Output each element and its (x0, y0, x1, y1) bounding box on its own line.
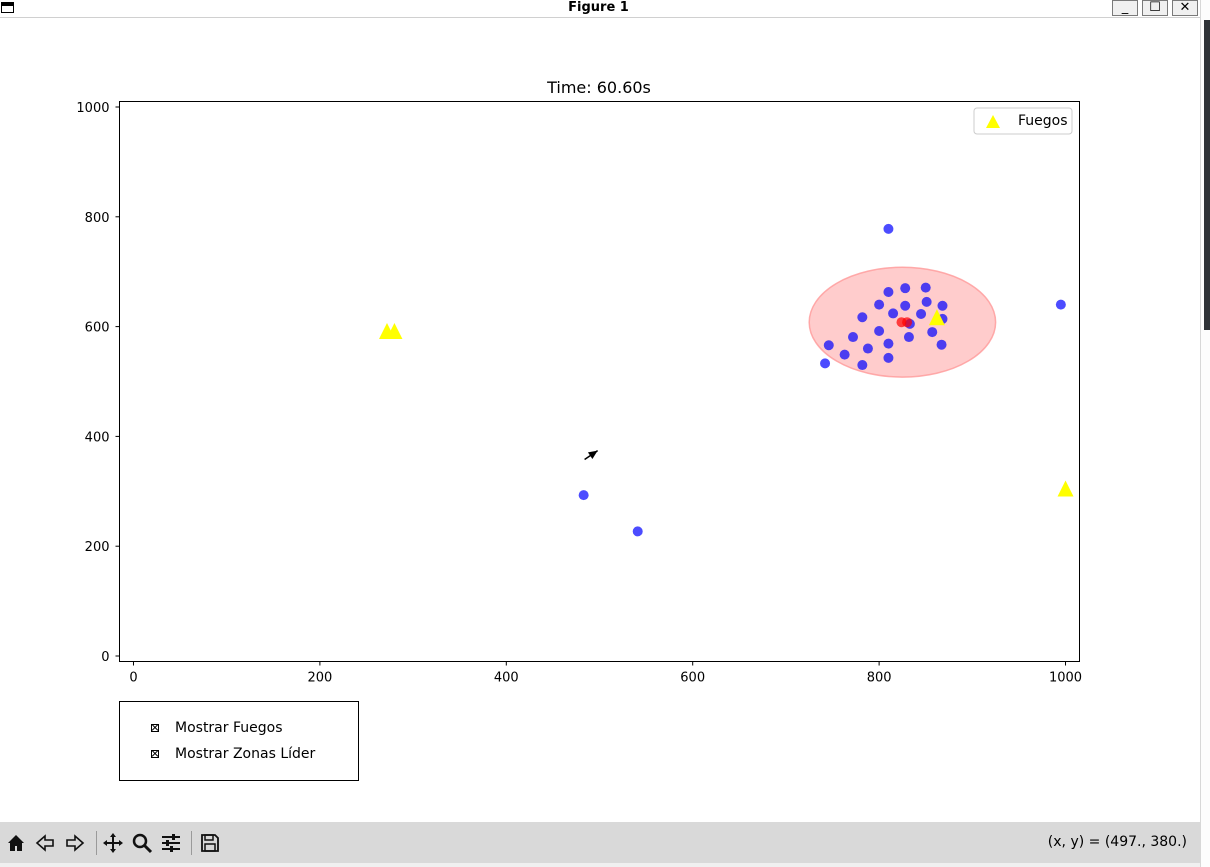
agent-point-6 (920, 282, 931, 293)
checkbox-panel: Mostrar Fuegos Mostrar Zonas Líder (119, 701, 359, 781)
y-tick-label-2: 400 (85, 430, 110, 445)
pan-icon[interactable] (100, 830, 126, 856)
zoom-icon[interactable] (129, 830, 155, 856)
agent-point-19 (848, 332, 859, 343)
checkbox-label-fuegos[interactable]: Mostrar Fuegos (175, 720, 283, 736)
agent-point-27 (857, 360, 868, 371)
cursor-coordinates: (x, y) = (497., 380.) (1047, 834, 1187, 850)
agent-point-3 (578, 490, 589, 501)
agent-point-7 (883, 287, 894, 298)
legend: Fuegos (973, 107, 1073, 135)
window-bottom-edge (0, 863, 1200, 867)
agent-point-0 (883, 223, 894, 234)
fire-marker-3 (1057, 480, 1074, 497)
agent-point-26 (883, 352, 894, 363)
y-tick-label-4: 800 (85, 211, 110, 226)
fire-marker-2 (928, 309, 945, 326)
axes-frame (119, 101, 1080, 662)
y-tick-label-3: 600 (85, 321, 110, 336)
y-tick-label-1: 200 (85, 540, 110, 555)
agent-point-4 (632, 526, 643, 537)
checkbox-box-fuegos[interactable] (151, 724, 159, 732)
chart-title: Time: 60.60s (546, 78, 651, 97)
home-icon[interactable] (3, 830, 29, 856)
x-tick-label-0: 0 (129, 671, 137, 686)
agent-point-23 (936, 339, 947, 350)
agent-point-21 (823, 340, 834, 351)
agent-point-8 (874, 299, 885, 310)
agent-point-20 (903, 332, 914, 343)
agent-point-9 (900, 300, 911, 311)
window-title: Figure 1 (568, 0, 629, 15)
forward-icon[interactable] (62, 830, 88, 856)
agent-point-24 (862, 343, 873, 354)
agent-point-18 (927, 327, 938, 338)
x-tick-label-4: 800 (867, 671, 892, 686)
checkbox-mostrar-zonas-lider[interactable]: Mostrar Zonas Líder (120, 744, 315, 764)
agent-point-10 (937, 300, 948, 311)
agent-point-12 (857, 312, 868, 323)
background-window-dark-panel (1204, 20, 1210, 330)
minimize-button[interactable]: _ (1112, 0, 1138, 16)
background-window-edge (1200, 0, 1210, 867)
x-tick-label-2: 400 (494, 671, 519, 686)
plot-canvas[interactable]: Time: 60.60s 0 200 400 600 800 1000 0 200 400 600… (0, 17, 1200, 717)
legend-label-fuegos: Fuegos (1018, 113, 1068, 129)
agent-point-22 (883, 338, 894, 349)
y-tick-label-5: 1000 (76, 101, 109, 116)
leader-point-1 (902, 317, 913, 328)
save-icon[interactable] (197, 830, 223, 856)
agent-point-5 (900, 283, 911, 294)
navigation-toolbar: (x, y) = (497., 380.) (0, 822, 1200, 863)
arrow-head-0 (587, 450, 598, 460)
checkbox-box-zonas-lider[interactable] (151, 750, 159, 758)
fire-marker-1 (386, 322, 403, 339)
toolbar-separator (191, 831, 192, 855)
checkbox-label-zonas-lider[interactable]: Mostrar Zonas Líder (175, 746, 316, 762)
legend-marker-fuegos (986, 115, 1000, 128)
agent-point-14 (916, 308, 927, 319)
toolbar-separator (96, 831, 97, 855)
x-tick-label-5: 1000 (1049, 671, 1082, 686)
agent-point-25 (839, 349, 850, 360)
window-titlebar: Figure 1 _ ☐ ✕ (0, 0, 1200, 18)
data-marks (378, 223, 1074, 537)
window-app-icon[interactable] (1, 2, 14, 13)
x-tick-label-3: 600 (680, 671, 705, 686)
maximize-button[interactable]: ☐ (1142, 0, 1168, 16)
close-button[interactable]: ✕ (1172, 0, 1198, 16)
agent-point-1 (1055, 299, 1066, 310)
back-icon[interactable] (32, 830, 58, 856)
agent-point-17 (874, 325, 885, 336)
configure-subplots-icon[interactable] (158, 830, 184, 856)
agent-point-11 (921, 296, 932, 307)
axis-ticks: 0 200 400 600 800 1000 0 200 400 600 800 1000 (76, 101, 1082, 686)
checkbox-mostrar-fuegos[interactable]: Mostrar Fuegos (120, 718, 283, 738)
agent-point-13 (888, 308, 899, 319)
agent-point-2 (820, 358, 831, 369)
x-tick-label-1: 200 (307, 671, 332, 686)
annotations (584, 450, 599, 461)
y-tick-label-0: 0 (101, 650, 109, 665)
